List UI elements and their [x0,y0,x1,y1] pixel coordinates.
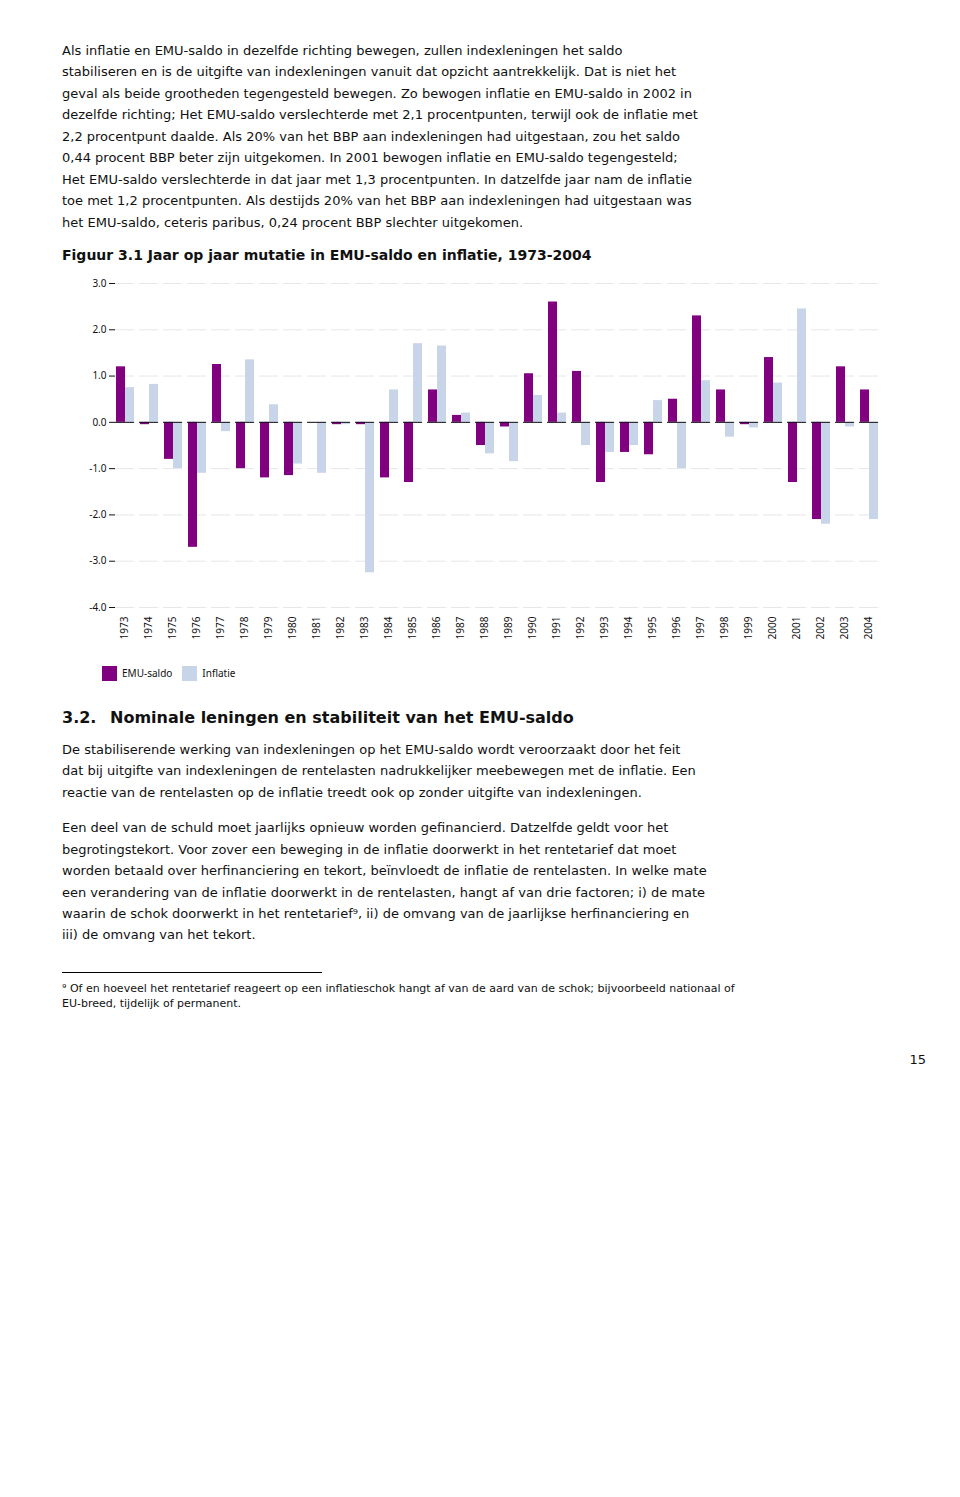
svg-text:1978: 1978 [237,616,251,639]
svg-text:0.0: 0.0 [92,414,106,428]
svg-text:1979: 1979 [261,616,275,639]
svg-text:1992: 1992 [573,616,587,639]
html-text:Figuur 3.1 Jaar op jaar mutati: Figuur 3.1 Jaar op jaar mutatie in EMU-s… [62,246,592,263]
html-text:⁹ Of en hoeveel het rentetarie: ⁹ Of en hoeveel het rentetarief reageert… [62,981,735,1011]
svg-text:-3.0: -3.0 [89,553,107,567]
html-text:3.2. Nominale leningen en stab: 3.2. Nominale leningen en stabiliteit va… [62,707,574,727]
svg-text:1975: 1975 [165,616,179,639]
svg-text:1982: 1982 [333,616,347,639]
svg-text:2004: 2004 [861,616,875,639]
svg-text:1996: 1996 [669,616,683,639]
svg-text:1987: 1987 [453,616,467,639]
svg-text:1991: 1991 [549,616,563,639]
svg-text:2003: 2003 [837,616,851,639]
svg-text:-1.0: -1.0 [89,461,107,475]
svg-text:1981: 1981 [309,616,323,639]
svg-text:1974: 1974 [141,616,155,639]
html-text:EMU-saldo: EMU-saldo [122,666,173,681]
svg-text:-2.0: -2.0 [89,507,107,521]
svg-text:3.0: 3.0 [92,276,106,290]
svg-text:1977: 1977 [213,616,227,639]
svg-text:1989: 1989 [501,616,515,639]
html-text:Als inflatie en EMU-saldo in d: Als inflatie en EMU-saldo in dezelfde ri… [62,43,698,230]
svg-text:1985: 1985 [405,616,419,639]
svg-text:1990: 1990 [525,616,539,639]
svg-text:2000: 2000 [765,616,779,639]
svg-text:1993: 1993 [597,616,611,639]
svg-text:1988: 1988 [477,616,491,639]
svg-text:1994: 1994 [621,616,635,639]
svg-text:2002: 2002 [813,616,827,639]
svg-text:1986: 1986 [429,616,443,639]
html-text:Inflatie: Inflatie [202,666,236,681]
svg-text:1980: 1980 [285,616,299,639]
svg-text:-4.0: -4.0 [89,600,107,614]
svg-text:1995: 1995 [645,616,659,639]
html-text:De stabiliserende werking van: De stabiliserende werking van indexlenin… [62,741,696,800]
svg-text:1983: 1983 [357,616,371,639]
svg-text:2.0: 2.0 [92,322,106,336]
svg-text:1997: 1997 [693,616,707,639]
svg-text:1984: 1984 [381,616,395,639]
svg-text:1998: 1998 [717,616,731,639]
html-text:Een deel van de schuld moet ja: Een deel van de schuld moet jaarlijks op… [62,820,707,943]
html-text:15: 15 [909,1051,926,1067]
svg-text:1.0: 1.0 [92,368,106,382]
svg-text:1999: 1999 [741,616,755,639]
svg-text:1973: 1973 [117,616,131,639]
svg-text:1976: 1976 [189,616,203,639]
svg-text:2001: 2001 [789,616,803,639]
